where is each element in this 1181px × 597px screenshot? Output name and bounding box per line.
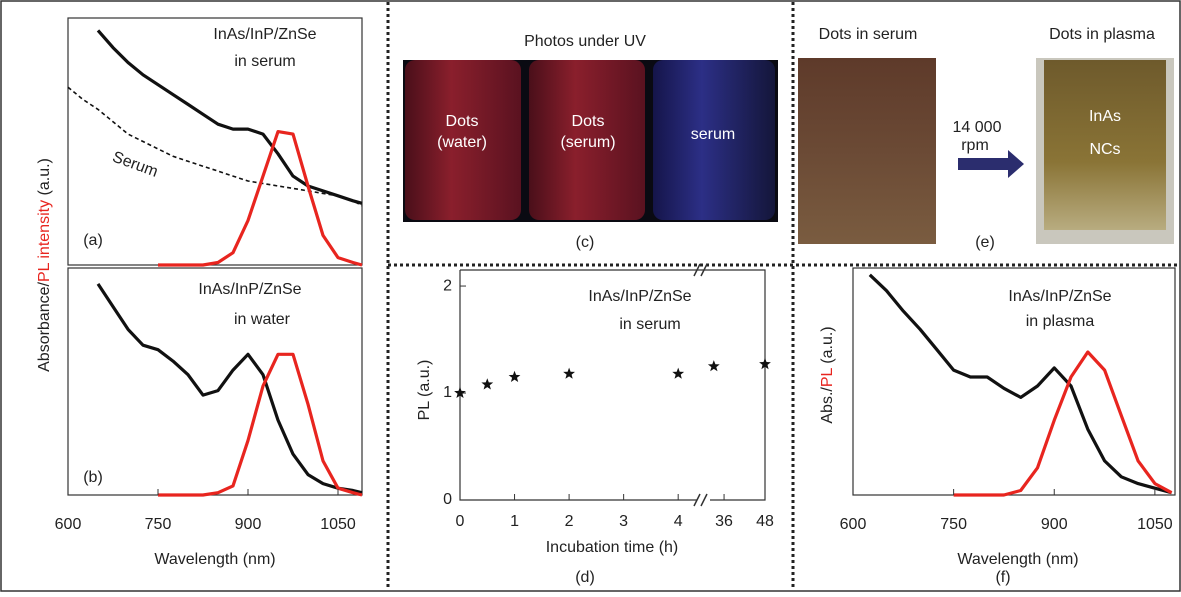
axis-break: [693, 263, 708, 277]
tube-label: Dots: [572, 113, 605, 130]
pellet-label: NCs: [1089, 141, 1120, 158]
x-tick-label: 2: [565, 513, 574, 530]
photo-caption: Dots in serum: [819, 26, 918, 43]
panel-label: (d): [575, 569, 595, 586]
annotation: in plasma: [1026, 313, 1095, 330]
x-tick-label: 1050: [1137, 516, 1173, 533]
tube: [405, 60, 521, 220]
photo-caption: Dots in plasma: [1049, 26, 1155, 43]
y-tick-label: 2: [443, 277, 452, 294]
axis-break: [693, 493, 708, 507]
curve: [158, 130, 363, 267]
curve-label: Serum: [110, 149, 160, 181]
tube-label: Dots: [446, 113, 479, 130]
data-point: [672, 367, 685, 379]
annotation: InAs/InP/ZnSe: [213, 26, 316, 43]
x-axis-label: Wavelength (nm): [154, 551, 275, 568]
y-axis-label-part: (a.u.): [819, 326, 836, 368]
curve: [96, 283, 363, 495]
panel-label: (e): [975, 234, 995, 251]
x-tick-label: 1: [510, 513, 519, 530]
tube-label: (serum): [560, 134, 615, 151]
y-axis-label: Abs./PL (a.u.): [819, 326, 836, 423]
annotation: InAs/InP/ZnSe: [1008, 288, 1111, 305]
curve: [158, 352, 363, 497]
photo-c: [403, 60, 778, 222]
plot-frame: [852, 267, 1176, 496]
data-point: [759, 357, 771, 370]
x-tick-label: 1050: [320, 516, 356, 533]
panel-label: (f): [995, 569, 1010, 586]
x-tick-label: 600: [55, 516, 82, 533]
tube: [529, 60, 645, 220]
annotation: InAs/InP/ZnSe: [198, 281, 301, 298]
curve: [67, 86, 363, 207]
x-tick-label: 0: [456, 513, 465, 530]
x-tick-label: 900: [1041, 516, 1068, 533]
annotation: in serum: [619, 316, 680, 333]
x-tick-label: 3: [619, 513, 628, 530]
x-tick-label: 600: [840, 516, 867, 533]
x-axis-label: Incubation time (h): [546, 539, 679, 556]
x-tick-label: 4: [674, 513, 683, 530]
data-point: [481, 378, 494, 390]
plot-frame: [67, 17, 363, 266]
y-axis-label-part: Abs./: [819, 387, 836, 424]
x-tick-label: 750: [145, 516, 172, 533]
panel-label: (c): [576, 234, 595, 251]
x-axis-label: Wavelength (nm): [957, 551, 1078, 568]
tube: [653, 60, 775, 220]
arrow: [958, 150, 1024, 178]
curve: [953, 350, 1173, 497]
y-tick-label: 0: [443, 491, 452, 508]
annotation: InAs/InP/ZnSe: [588, 288, 691, 305]
x-tick-label: 48: [756, 513, 774, 530]
data-point: [508, 370, 521, 382]
pellet-label: InAs: [1089, 108, 1121, 125]
arrow-label: 14 000: [953, 119, 1002, 136]
y-tick-label: 1: [443, 384, 452, 401]
y-axis-label-part: PL intensity: [36, 200, 53, 282]
photo-title: Photos under UV: [524, 33, 646, 50]
y-axis-label-part: (a.u.): [36, 158, 53, 200]
panel-label: (b): [83, 469, 103, 486]
y-axis-label: Absorbance/PL intensity (a.u.): [36, 158, 53, 372]
annotation: in serum: [234, 53, 295, 70]
data-point: [563, 367, 575, 379]
x-tick-label: 750: [940, 516, 967, 533]
tube-label: serum: [691, 126, 735, 143]
y-axis-label-part: Absorbance/: [36, 281, 53, 371]
data-point: [454, 386, 466, 398]
photo-serum: [798, 58, 936, 244]
photo-plasma: [1044, 60, 1166, 230]
panel-label: (a): [83, 232, 103, 249]
arrow-label: rpm: [961, 137, 989, 154]
y-axis-label-part: PL: [819, 367, 836, 387]
tube-label: (water): [437, 134, 487, 151]
curve: [868, 273, 1173, 495]
x-tick-label: 900: [235, 516, 262, 533]
y-axis-label: PL (a.u.): [416, 360, 433, 421]
x-tick-label: 36: [715, 513, 733, 530]
annotation: in water: [234, 311, 291, 328]
curve: [96, 29, 363, 205]
plot-frame: [67, 267, 363, 496]
data-point: [707, 360, 720, 372]
